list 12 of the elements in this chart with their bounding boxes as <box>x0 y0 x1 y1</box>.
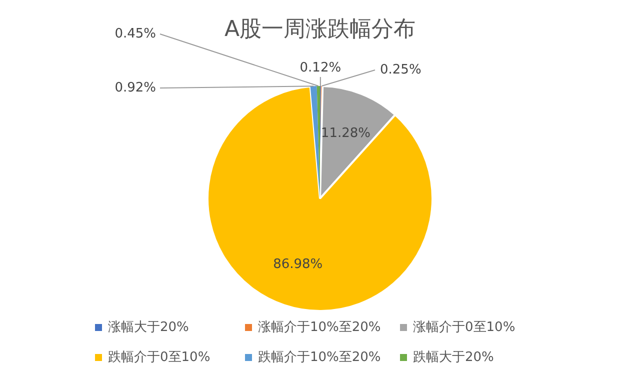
legend-label: 涨幅介于10%至20% <box>258 319 381 336</box>
legend-label: 跌幅大于20% <box>413 349 494 366</box>
legend-label: 跌幅介于10%至20% <box>258 349 381 366</box>
data-label: 86.98% <box>273 257 323 272</box>
legend-label: 涨幅介于0至10% <box>413 319 516 336</box>
data-label: 0.12% <box>300 60 342 76</box>
data-label: 0.92% <box>114 80 156 96</box>
data-label: 0.45% <box>114 26 156 42</box>
legend-label: 涨幅大于20% <box>108 319 189 336</box>
data-label: 0.25% <box>380 62 422 78</box>
chart-title: A股一周涨跌幅分布 <box>224 17 416 42</box>
legend-label: 跌幅介于0至10% <box>108 349 210 366</box>
